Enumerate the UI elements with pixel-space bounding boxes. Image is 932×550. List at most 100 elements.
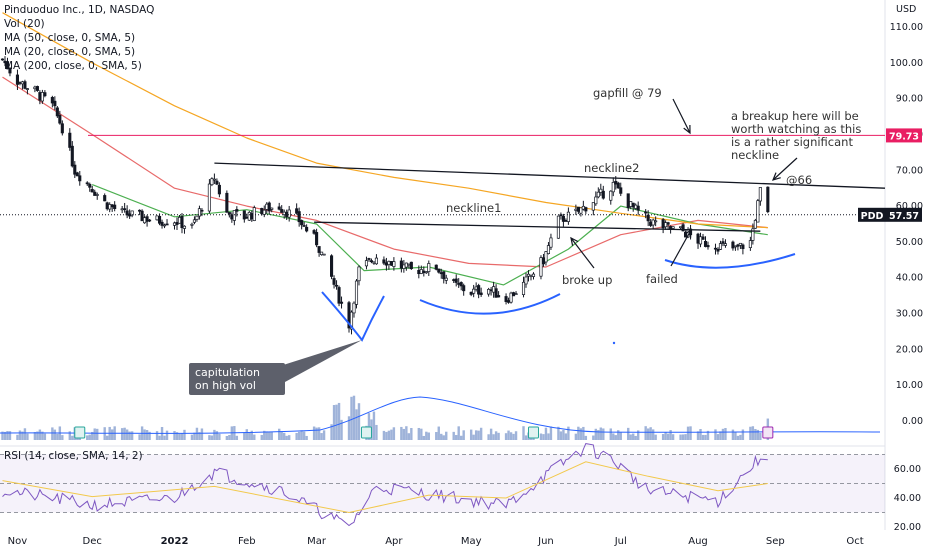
volume-bar [173, 431, 176, 440]
candle-body [402, 264, 406, 269]
candle-body [424, 271, 428, 274]
candle-body [419, 269, 423, 274]
candle-body [564, 220, 568, 222]
candle-body [462, 285, 466, 292]
volume-bar [489, 428, 493, 440]
volume-bar [183, 429, 186, 440]
candle-body [561, 215, 565, 222]
volume-bar [357, 403, 361, 440]
candle-body [529, 274, 533, 277]
volume-bar [704, 434, 707, 440]
candle-body [165, 223, 169, 226]
candle-body [177, 217, 182, 224]
legend-ma200: MA (200, close, 0, SMA, 5) [4, 60, 142, 72]
rsi-tick-label: 60.00 [894, 464, 921, 475]
earnings-marker [527, 426, 539, 439]
candle-body [594, 196, 598, 205]
volume-bar [666, 433, 670, 440]
candle-body [417, 269, 421, 275]
candle-body [339, 301, 344, 304]
candle-body [546, 245, 551, 254]
volume-bar [372, 411, 376, 440]
candle-body [669, 226, 673, 230]
candle-body [78, 175, 82, 182]
candle-body [197, 208, 201, 217]
candle-body [439, 272, 443, 275]
candle-body [70, 145, 74, 167]
rsi-legend: RSI (14, close, SMA, 14, 2) [4, 450, 143, 462]
gap-level-label: 79.73 [889, 131, 919, 142]
candle-body [312, 230, 316, 234]
volume-bar [198, 432, 201, 440]
price-tick-label: 0.00 [902, 416, 923, 427]
candle-body [5, 61, 10, 70]
candle-body [334, 284, 339, 287]
candle-body [247, 212, 251, 221]
ma-line [2, 12, 768, 229]
date-tick-label: Jun [537, 536, 554, 547]
volume-bar [225, 435, 229, 440]
candle-body [120, 208, 124, 211]
volume-bar [175, 432, 179, 440]
candle-body [113, 204, 117, 210]
currency-label: USD [896, 4, 916, 15]
volume-bar [612, 433, 615, 440]
date-tick-label: Dec [83, 536, 102, 547]
volume-bar [634, 435, 637, 440]
candle-body [125, 210, 129, 216]
candle-body [736, 244, 740, 247]
volume-bar [557, 426, 560, 440]
volume-bar [235, 435, 239, 440]
volume-bar [754, 429, 757, 440]
volume-bar [699, 429, 702, 440]
candle-body [235, 209, 239, 212]
breakup-line-1: a breakup here will be [731, 109, 859, 123]
volume-bar [410, 428, 413, 440]
volume-bar [479, 427, 483, 440]
candle-body [733, 245, 737, 248]
candle-body [681, 224, 685, 232]
volume-bar [33, 431, 37, 440]
date-tick-label: May [461, 536, 482, 547]
candle-body [315, 232, 319, 246]
candle-body [661, 219, 665, 229]
volume-bar [701, 434, 705, 440]
volume-bar [644, 426, 647, 440]
volume-bar [617, 430, 620, 440]
volume-bar [180, 433, 184, 440]
volume-bar [706, 430, 710, 440]
volume-bar [210, 435, 214, 440]
volume-bar [632, 433, 635, 440]
candle-body [581, 205, 585, 210]
volume-bar [390, 429, 393, 440]
candle-body [108, 204, 112, 210]
volume-bar [689, 426, 692, 440]
candle-body [511, 292, 516, 297]
volume-bar [355, 409, 358, 440]
candle-body [509, 292, 513, 303]
candle-body [192, 219, 197, 223]
volume-bar [417, 427, 421, 440]
volume-bar [524, 435, 528, 440]
volume-bar [494, 431, 498, 440]
candle-body [287, 209, 291, 218]
candle-body [295, 208, 299, 214]
volume-bar [148, 431, 151, 440]
candle-body [23, 81, 27, 89]
candle-body [372, 261, 376, 264]
candle-body [305, 226, 309, 232]
volume-bar [297, 431, 301, 440]
candle-body [0, 58, 5, 61]
volume-bar [300, 430, 303, 440]
candle-body [611, 182, 615, 193]
volume-bar [544, 427, 548, 440]
volume-bar [559, 431, 563, 440]
candle-body [354, 280, 359, 305]
volume-bar [93, 428, 96, 440]
volume-bar [584, 435, 588, 440]
candle-body [367, 258, 371, 260]
candle-body [706, 245, 710, 248]
candle-body [526, 273, 531, 277]
volume-ma-line [0, 396, 881, 434]
